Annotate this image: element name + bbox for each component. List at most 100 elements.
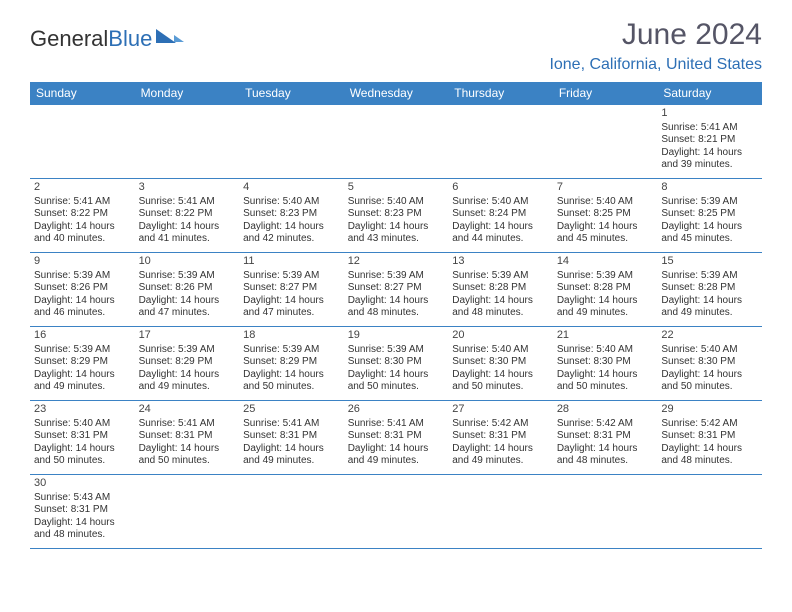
sunrise-line: Sunrise: 5:39 AM [243, 344, 340, 357]
daylight-line: Daylight: 14 hours and 49 minutes. [139, 369, 236, 394]
day-number: 14 [557, 255, 654, 269]
day-number: 17 [139, 329, 236, 343]
day-number: 15 [661, 255, 758, 269]
day-number: 10 [139, 255, 236, 269]
daylight-line: Daylight: 14 hours and 50 minutes. [348, 369, 445, 394]
sunrise-line: Sunrise: 5:39 AM [661, 270, 758, 283]
sunrise-line: Sunrise: 5:41 AM [661, 122, 758, 135]
daylight-line: Daylight: 14 hours and 50 minutes. [34, 443, 131, 468]
weekday-saturday: Saturday [657, 82, 762, 105]
day-number: 30 [34, 477, 131, 491]
weekday-sunday: Sunday [30, 82, 135, 105]
sunrise-line: Sunrise: 5:41 AM [139, 196, 236, 209]
day-number: 3 [139, 181, 236, 195]
empty-cell [553, 475, 658, 549]
daylight-line: Daylight: 14 hours and 50 minutes. [661, 369, 758, 394]
day-number: 25 [243, 403, 340, 417]
sunrise-line: Sunrise: 5:41 AM [348, 418, 445, 431]
day-cell: 9Sunrise: 5:39 AMSunset: 8:26 PMDaylight… [30, 253, 135, 327]
daylight-line: Daylight: 14 hours and 45 minutes. [661, 221, 758, 246]
daylight-line: Daylight: 14 hours and 50 minutes. [139, 443, 236, 468]
sunrise-line: Sunrise: 5:39 AM [452, 270, 549, 283]
day-cell: 23Sunrise: 5:40 AMSunset: 8:31 PMDayligh… [30, 401, 135, 475]
day-number: 21 [557, 329, 654, 343]
sunrise-line: Sunrise: 5:42 AM [661, 418, 758, 431]
calendar-row: 23Sunrise: 5:40 AMSunset: 8:31 PMDayligh… [30, 401, 762, 475]
day-number: 22 [661, 329, 758, 343]
sunrise-line: Sunrise: 5:40 AM [557, 196, 654, 209]
empty-cell [30, 105, 135, 179]
sunset-line: Sunset: 8:31 PM [661, 430, 758, 443]
sunset-line: Sunset: 8:22 PM [139, 208, 236, 221]
daylight-line: Daylight: 14 hours and 49 minutes. [557, 295, 654, 320]
weekday-thursday: Thursday [448, 82, 553, 105]
daylight-line: Daylight: 14 hours and 47 minutes. [243, 295, 340, 320]
day-cell: 20Sunrise: 5:40 AMSunset: 8:30 PMDayligh… [448, 327, 553, 401]
day-number: 27 [452, 403, 549, 417]
weekday-tuesday: Tuesday [239, 82, 344, 105]
daylight-line: Daylight: 14 hours and 49 minutes. [34, 369, 131, 394]
sunset-line: Sunset: 8:31 PM [348, 430, 445, 443]
day-number: 26 [348, 403, 445, 417]
brand-logo: GeneralBlue [30, 18, 184, 52]
daylight-line: Daylight: 14 hours and 41 minutes. [139, 221, 236, 246]
sunrise-line: Sunrise: 5:40 AM [557, 344, 654, 357]
weekday-monday: Monday [135, 82, 240, 105]
day-number: 4 [243, 181, 340, 195]
empty-cell [657, 475, 762, 549]
day-cell: 7Sunrise: 5:40 AMSunset: 8:25 PMDaylight… [553, 179, 658, 253]
sunrise-line: Sunrise: 5:42 AM [557, 418, 654, 431]
sunset-line: Sunset: 8:27 PM [243, 282, 340, 295]
calendar-table: SundayMondayTuesdayWednesdayThursdayFrid… [30, 82, 762, 549]
sunrise-line: Sunrise: 5:39 AM [34, 344, 131, 357]
day-cell: 8Sunrise: 5:39 AMSunset: 8:25 PMDaylight… [657, 179, 762, 253]
empty-cell [239, 105, 344, 179]
title-block: June 2024 Ione, California, United State… [549, 18, 762, 74]
daylight-line: Daylight: 14 hours and 50 minutes. [243, 369, 340, 394]
day-cell: 29Sunrise: 5:42 AMSunset: 8:31 PMDayligh… [657, 401, 762, 475]
page-header: GeneralBlue June 2024 Ione, California, … [30, 18, 762, 74]
day-cell: 28Sunrise: 5:42 AMSunset: 8:31 PMDayligh… [553, 401, 658, 475]
day-number: 18 [243, 329, 340, 343]
day-number: 5 [348, 181, 445, 195]
day-cell: 26Sunrise: 5:41 AMSunset: 8:31 PMDayligh… [344, 401, 449, 475]
sunset-line: Sunset: 8:22 PM [34, 208, 131, 221]
empty-cell [344, 105, 449, 179]
brand-word1: General [30, 26, 108, 52]
sunrise-line: Sunrise: 5:41 AM [34, 196, 131, 209]
sunrise-line: Sunrise: 5:39 AM [348, 270, 445, 283]
sunrise-line: Sunrise: 5:42 AM [452, 418, 549, 431]
daylight-line: Daylight: 14 hours and 50 minutes. [452, 369, 549, 394]
empty-cell [344, 475, 449, 549]
sunrise-line: Sunrise: 5:39 AM [661, 196, 758, 209]
sunrise-line: Sunrise: 5:43 AM [34, 492, 131, 505]
day-number: 29 [661, 403, 758, 417]
day-cell: 27Sunrise: 5:42 AMSunset: 8:31 PMDayligh… [448, 401, 553, 475]
calendar-row: 2Sunrise: 5:41 AMSunset: 8:22 PMDaylight… [30, 179, 762, 253]
sunset-line: Sunset: 8:31 PM [557, 430, 654, 443]
sunset-line: Sunset: 8:25 PM [661, 208, 758, 221]
sunset-line: Sunset: 8:31 PM [139, 430, 236, 443]
calendar-row: 16Sunrise: 5:39 AMSunset: 8:29 PMDayligh… [30, 327, 762, 401]
sunset-line: Sunset: 8:29 PM [139, 356, 236, 369]
day-number: 9 [34, 255, 131, 269]
sunset-line: Sunset: 8:31 PM [34, 430, 131, 443]
sunset-line: Sunset: 8:29 PM [243, 356, 340, 369]
sunrise-line: Sunrise: 5:39 AM [348, 344, 445, 357]
sunrise-line: Sunrise: 5:41 AM [243, 418, 340, 431]
day-number: 23 [34, 403, 131, 417]
daylight-line: Daylight: 14 hours and 45 minutes. [557, 221, 654, 246]
day-number: 20 [452, 329, 549, 343]
weekday-header-row: SundayMondayTuesdayWednesdayThursdayFrid… [30, 82, 762, 105]
day-cell: 22Sunrise: 5:40 AMSunset: 8:30 PMDayligh… [657, 327, 762, 401]
brand-word2: Blue [108, 26, 152, 52]
daylight-line: Daylight: 14 hours and 49 minutes. [452, 443, 549, 468]
daylight-line: Daylight: 14 hours and 48 minutes. [34, 517, 131, 542]
day-number: 28 [557, 403, 654, 417]
sunset-line: Sunset: 8:31 PM [34, 504, 131, 517]
daylight-line: Daylight: 14 hours and 48 minutes. [348, 295, 445, 320]
sunset-line: Sunset: 8:29 PM [34, 356, 131, 369]
sunset-line: Sunset: 8:21 PM [661, 134, 758, 147]
empty-cell [553, 105, 658, 179]
empty-cell [135, 475, 240, 549]
